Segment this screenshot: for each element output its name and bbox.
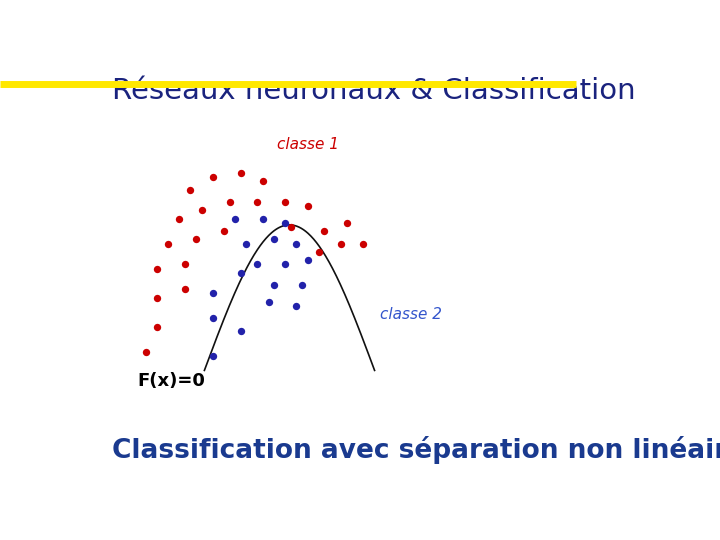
Point [174,214,185,223]
Point [235,168,246,177]
Point [252,198,264,206]
Point [184,185,196,194]
Point [269,281,280,289]
Point [235,268,246,277]
Point [279,260,291,269]
Point [224,198,235,206]
Point [151,322,163,331]
Point [291,239,302,248]
Point [207,289,219,298]
Point [207,173,219,181]
Point [285,222,297,231]
Point [218,227,230,235]
Point [229,214,240,223]
Text: F(x)=0: F(x)=0 [138,372,205,390]
Point [190,235,202,244]
Text: classe 1: classe 1 [276,137,338,152]
Text: Réseaux neuronaux & Classification: Réseaux neuronaux & Classification [112,77,636,105]
Point [257,177,269,186]
Point [318,227,330,235]
Point [163,239,174,248]
Point [279,219,291,227]
Point [140,347,152,356]
Point [297,281,308,289]
Point [302,256,313,265]
Point [252,260,264,269]
Point [151,293,163,302]
Point [291,302,302,310]
Point [240,239,252,248]
Text: classe 2: classe 2 [380,307,442,322]
Point [207,314,219,323]
Point [179,285,191,294]
Point [341,219,353,227]
Point [302,202,313,211]
Point [179,260,191,269]
Point [151,264,163,273]
Point [358,239,369,248]
Point [279,198,291,206]
Point [257,214,269,223]
Point [207,352,219,360]
Point [235,327,246,335]
Point [196,206,207,214]
Point [263,298,274,306]
Point [313,247,325,256]
Point [269,235,280,244]
Text: Classification avec séparation non linéaire: Classification avec séparation non linéa… [112,436,720,464]
Point [336,239,347,248]
